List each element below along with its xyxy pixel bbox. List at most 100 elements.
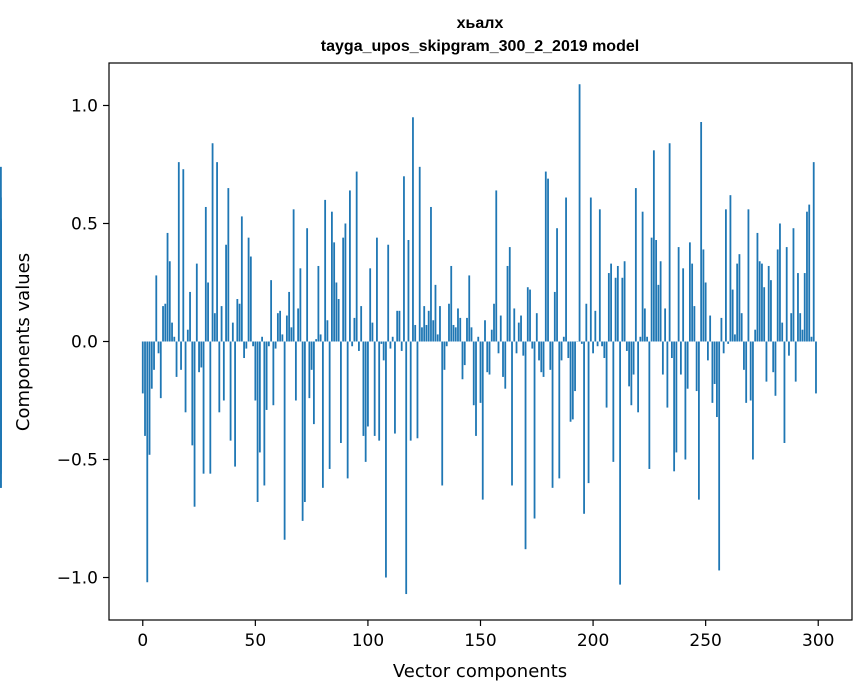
bar-109 [387,244,390,342]
bar-113 [396,310,399,342]
bar-117 [405,341,408,595]
bar-229 [657,284,660,342]
bar-62 [281,334,284,342]
bar-114 [398,310,401,342]
bar-29 [207,282,209,342]
bar-298 [812,162,815,342]
bar-283 [779,223,781,342]
bar-116 [403,176,405,342]
bar-105 [378,341,381,441]
bar-127 [427,310,430,342]
bar-121 [414,324,417,342]
y-axis: −1.0 −0.5 0.0 0.5 1.0 [57,96,109,589]
y-axis-label: Components values [13,253,34,431]
bar-124 [421,327,423,342]
bar-286 [785,247,788,342]
bar-172 [529,289,531,342]
y-tick-label: −0.5 [57,451,98,471]
bar-224 [646,336,649,342]
bar-44 [240,216,243,342]
bar-20 [186,329,189,342]
bar-45 [243,341,245,359]
bar-26 [200,341,203,368]
bar-299 [815,341,817,394]
bar-243 [688,242,691,342]
bar-129 [432,320,435,342]
bar-204 [601,341,603,347]
bar-69 [297,308,300,342]
bar-268 [745,341,748,403]
bar-135 [445,341,448,347]
bar-241 [684,341,687,460]
bar-267 [743,341,745,370]
bar-265 [738,254,741,342]
bar-231 [661,341,664,375]
bar-220 [637,341,640,413]
bar-123 [418,166,421,342]
bar-291 [797,273,799,342]
bar-118 [407,240,410,342]
bar-273 [756,232,759,342]
bar-57 [270,280,273,342]
bar-225 [648,341,651,469]
bar-290 [794,341,797,382]
bar-159 [499,315,502,342]
bar-126 [425,324,428,342]
bar-271 [752,341,754,460]
bar-23 [193,341,196,507]
bar-108 [385,341,387,578]
bar-99 [364,341,367,462]
bar-158 [497,341,500,354]
bar-55 [265,341,268,410]
bar-179 [544,171,547,342]
bar-138 [452,324,455,342]
bar-71 [301,341,304,521]
bar-132 [439,306,441,342]
bar-282 [776,249,779,342]
bar-61 [279,310,282,342]
x-axis-label: Vector components [393,661,567,682]
bar-51 [256,341,259,502]
bar-13 [171,322,173,342]
y-tick-label: 0.5 [71,214,98,234]
bar-undefined [0,341,2,354]
bar-81 [324,199,327,342]
bar-184 [556,228,558,342]
bar-175 [535,313,538,342]
bar-16 [177,162,180,342]
bar-167 [517,322,520,342]
bar-90 [344,223,347,342]
bar-198 [587,341,590,484]
bar-54 [263,341,266,486]
bar-64 [285,315,288,342]
bar-107 [382,341,385,361]
bar-157 [495,190,498,342]
bar-43 [238,303,241,342]
bar-32 [213,313,216,342]
bar-214 [623,261,626,342]
bar-276 [763,287,766,342]
bar-6 [155,275,158,342]
bar-170 [524,341,527,550]
bar-164 [511,341,513,486]
bar-36 [222,341,225,401]
bar-111 [391,336,394,342]
bar-21 [189,291,191,342]
bar-227 [652,150,655,342]
bar-207 [607,273,610,342]
bar-0 [141,341,144,394]
bar-236 [673,341,676,472]
bar-48 [249,256,252,342]
bar-89 [342,237,345,342]
bar-72 [303,341,306,502]
bar-66 [290,327,293,342]
bar-38 [227,188,230,342]
bar-130 [434,284,437,342]
bar-4 [150,341,153,389]
bar-221 [639,336,642,342]
bar-39 [229,341,232,441]
x-tick-label: 300 [802,631,834,651]
bar-232 [664,308,667,342]
chart-subtitle: tayga_upos_skipgram_300_2_2019 model [321,38,639,55]
bar-203 [598,209,601,342]
